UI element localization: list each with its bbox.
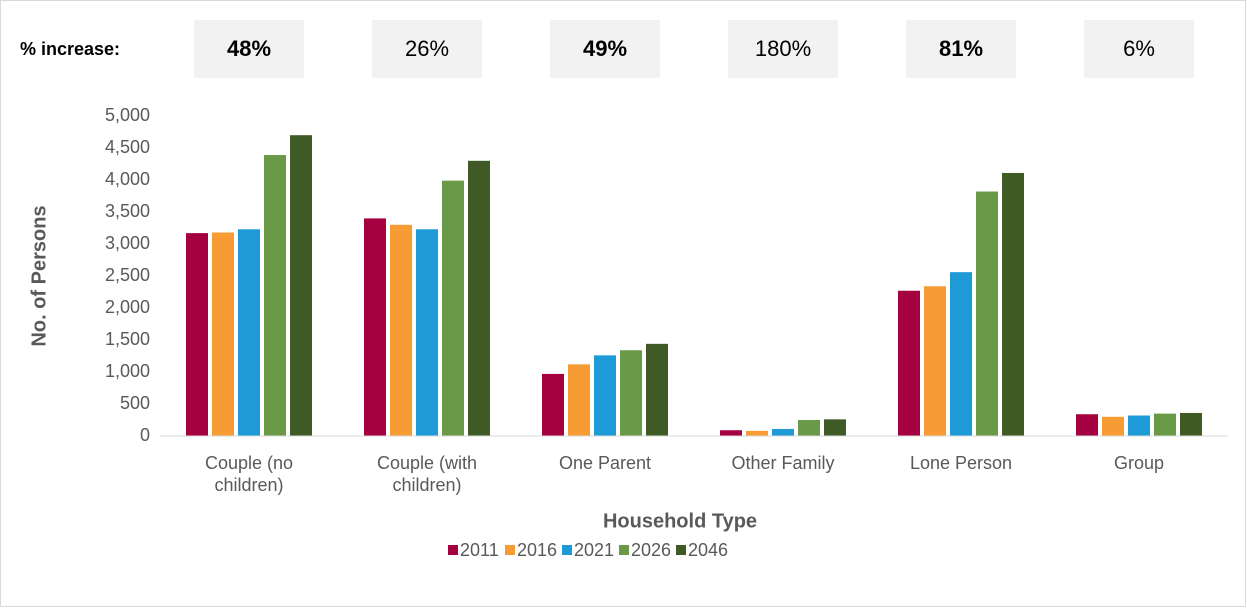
y-tick-label: 5,000 — [105, 105, 150, 125]
legend-label: 2016 — [517, 540, 557, 560]
y-tick-label: 500 — [120, 393, 150, 413]
bar — [468, 160, 490, 437]
bar — [390, 224, 412, 436]
annotation-box — [194, 20, 304, 78]
y-tick-label: 3,500 — [105, 201, 150, 221]
annotation: 6% — [1123, 36, 1155, 61]
bar — [1128, 415, 1150, 436]
y-tick-label: 1,500 — [105, 329, 150, 349]
bar — [646, 343, 668, 436]
bar — [1154, 413, 1176, 436]
x-tick-label: Group — [1114, 453, 1164, 473]
legend-swatch — [676, 545, 686, 555]
x-axis-label: Household Type — [603, 510, 757, 532]
y-axis-label: No. of Persons — [28, 205, 50, 346]
annotation-box — [728, 20, 838, 78]
y-tick-label: 2,000 — [105, 297, 150, 317]
x-tick-label: Couple (no children) — [205, 453, 293, 495]
bar — [620, 350, 642, 436]
legend-swatch — [562, 545, 572, 555]
bar — [950, 272, 972, 436]
bar — [594, 355, 616, 436]
bar — [442, 180, 464, 436]
legend-swatch — [448, 545, 458, 555]
bar — [542, 373, 564, 436]
bar — [1180, 412, 1202, 436]
bar — [720, 430, 742, 436]
y-tick-label: 1,000 — [105, 361, 150, 381]
bar — [1102, 416, 1124, 436]
bar — [976, 191, 998, 436]
legend-swatch — [505, 545, 515, 555]
annotation: 48% — [227, 36, 271, 61]
y-tick-label: 0 — [140, 425, 150, 445]
x-tick-label: One Parent — [559, 453, 651, 473]
bar — [772, 428, 794, 436]
legend-label: 2026 — [631, 540, 671, 560]
legend-label: 2011 — [460, 540, 499, 560]
annotation-box — [906, 20, 1016, 78]
x-tick-label: Couple (with children) — [377, 453, 477, 495]
bar — [746, 430, 768, 436]
bar — [568, 364, 590, 436]
bar — [1002, 172, 1024, 436]
legend-label: 2021 — [574, 540, 614, 560]
y-tick-label: 2,500 — [105, 265, 150, 285]
bar — [824, 419, 846, 436]
bar — [924, 286, 946, 436]
annotation: 81% — [939, 36, 983, 61]
y-tick-label: 4,500 — [105, 137, 150, 157]
bar — [416, 229, 438, 436]
annotation-box — [1084, 20, 1194, 78]
bar — [238, 229, 260, 436]
y-tick-label: 3,000 — [105, 233, 150, 253]
bar — [264, 155, 286, 437]
bar — [1076, 414, 1098, 436]
annotation: 49% — [583, 36, 627, 61]
annotation: 180% — [755, 36, 811, 61]
annotation-title: % increase: — [20, 39, 120, 59]
bar — [898, 290, 920, 436]
annotation: 26% — [405, 36, 449, 61]
annotation-box — [550, 20, 660, 78]
bar — [290, 135, 312, 436]
bar — [212, 232, 234, 436]
y-tick-label: 4,000 — [105, 169, 150, 189]
legend-swatch — [619, 545, 629, 555]
bar — [364, 218, 386, 436]
x-tick-label: Lone Person — [910, 453, 1012, 473]
bar — [186, 233, 208, 436]
x-tick-label: Other Family — [731, 453, 834, 473]
legend-label: 2046 — [688, 540, 728, 560]
bar — [798, 420, 820, 436]
annotation-box — [372, 20, 482, 78]
